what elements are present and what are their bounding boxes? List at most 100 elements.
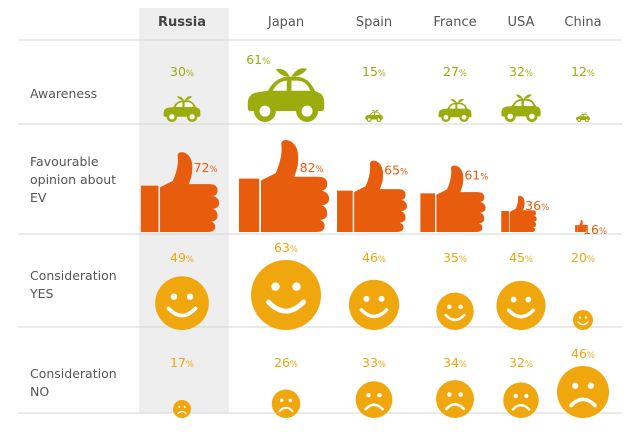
face-eye bbox=[178, 405, 181, 408]
thumb-cuff bbox=[140, 185, 159, 232]
face-eye bbox=[366, 393, 371, 398]
car-hubcap bbox=[443, 114, 449, 120]
value-label: 15% bbox=[362, 64, 386, 79]
value-number: 36 bbox=[525, 198, 541, 213]
row-label-line: Awareness bbox=[30, 86, 97, 101]
thumb-cuff bbox=[337, 190, 353, 232]
value-number: 65 bbox=[384, 163, 400, 178]
face-mouth bbox=[359, 308, 389, 319]
value-number: 35 bbox=[443, 250, 459, 265]
value-number: 34 bbox=[443, 355, 459, 370]
face-eye bbox=[170, 293, 178, 300]
car-leaf bbox=[583, 112, 587, 114]
car-hubcap bbox=[507, 113, 513, 120]
column-header-russia: Russia bbox=[158, 15, 206, 30]
row-label-line: Consideration bbox=[30, 268, 117, 283]
face-eye bbox=[572, 382, 579, 389]
face-eye bbox=[525, 296, 532, 303]
car-leaf bbox=[291, 68, 308, 77]
value-label: 61% bbox=[464, 167, 488, 182]
value-number: 61 bbox=[246, 52, 262, 67]
value-unit: % bbox=[525, 360, 533, 370]
car-icon bbox=[576, 112, 590, 122]
car-window bbox=[375, 112, 380, 115]
value-number: 72 bbox=[194, 160, 210, 175]
value-number: 49 bbox=[170, 250, 186, 265]
row-label-consideration_yes: Consideration YES bbox=[29, 268, 117, 301]
sad-face-icon bbox=[436, 380, 474, 418]
value-number: 45 bbox=[509, 250, 525, 265]
row-label-line: EV bbox=[30, 190, 47, 205]
value-unit: % bbox=[290, 360, 298, 370]
face-eye bbox=[183, 405, 186, 408]
value-number: 16 bbox=[583, 222, 599, 237]
value-number: 27 bbox=[443, 64, 459, 79]
car-window bbox=[184, 102, 194, 107]
sad-face-icon bbox=[173, 400, 191, 418]
value-unit: % bbox=[480, 172, 488, 182]
face-eye bbox=[447, 304, 452, 310]
smiley-face-icon bbox=[436, 292, 474, 330]
face-eye bbox=[510, 296, 517, 303]
thumbs-up-icon bbox=[420, 165, 486, 232]
value-unit: % bbox=[209, 165, 217, 175]
face-eye bbox=[186, 293, 194, 300]
row-label-line: NO bbox=[30, 384, 49, 399]
sad-face-icon bbox=[503, 382, 539, 418]
smiley-face-icon bbox=[496, 280, 546, 330]
car-icon bbox=[163, 96, 201, 122]
car-window bbox=[580, 114, 584, 117]
car-window bbox=[370, 112, 375, 115]
car-window bbox=[291, 80, 311, 91]
face bbox=[436, 292, 474, 330]
value-number: 61 bbox=[464, 167, 480, 182]
value-label: 26% bbox=[274, 355, 298, 370]
value-unit: % bbox=[186, 255, 194, 265]
value-label: 32% bbox=[509, 64, 533, 79]
car-icon bbox=[501, 94, 541, 122]
face-eye bbox=[292, 282, 301, 291]
thumb-cuff bbox=[420, 193, 436, 232]
car-icon bbox=[247, 68, 325, 122]
value-label: 63% bbox=[274, 240, 298, 255]
value-unit: % bbox=[587, 351, 595, 361]
smiley-face-icon bbox=[573, 310, 593, 330]
face-mouth bbox=[166, 306, 198, 318]
value-label: 49% bbox=[170, 250, 194, 265]
car-window bbox=[514, 100, 522, 106]
thumbs-up-icon bbox=[337, 160, 407, 232]
value-label: 65% bbox=[384, 163, 408, 178]
car-leaf bbox=[457, 98, 465, 103]
car-leaf bbox=[275, 68, 290, 77]
car-hubcap bbox=[578, 119, 581, 122]
car-window bbox=[272, 80, 287, 91]
face-eye bbox=[587, 382, 594, 389]
value-unit: % bbox=[587, 255, 595, 265]
column-header-japan: Japan bbox=[267, 15, 304, 30]
value-label: 32% bbox=[509, 355, 533, 370]
value-label: 82% bbox=[300, 160, 324, 175]
value-unit: % bbox=[378, 255, 386, 265]
value-number: 20 bbox=[571, 250, 587, 265]
value-unit: % bbox=[378, 69, 386, 79]
value-unit: % bbox=[186, 69, 194, 79]
face-mouth bbox=[266, 299, 306, 314]
thumb-hand bbox=[509, 195, 537, 232]
value-unit: % bbox=[290, 245, 298, 255]
value-unit: % bbox=[378, 360, 386, 370]
face bbox=[557, 366, 609, 418]
car-hubcap bbox=[367, 118, 371, 121]
smiley-face-icon bbox=[348, 279, 400, 330]
car-hubcap bbox=[377, 118, 381, 121]
face-mouth bbox=[364, 403, 384, 411]
car-window bbox=[175, 102, 183, 107]
value-label: 16% bbox=[583, 222, 607, 237]
face bbox=[436, 380, 474, 418]
car-window bbox=[449, 104, 456, 109]
face-eye bbox=[458, 304, 463, 310]
face-eye bbox=[447, 392, 452, 397]
thumb-hand bbox=[261, 140, 330, 232]
thumb-hand bbox=[436, 165, 486, 232]
face-eye bbox=[271, 282, 280, 291]
